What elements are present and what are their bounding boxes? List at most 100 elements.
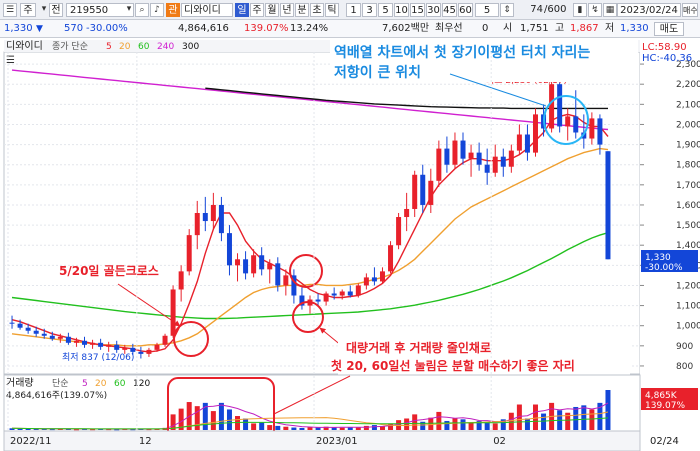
time-axis-labels: 2022/11 12 2023/01 02 bbox=[7, 52, 506, 447]
ma20-line bbox=[11, 147, 609, 347]
period-tab[interactable]: 분 bbox=[295, 3, 309, 17]
annotation-note-2: 첫 20, 60일선 눌림은 분할 매수하기 좋은 자리 bbox=[331, 358, 575, 373]
settings-icon[interactable]: ☰ bbox=[6, 55, 15, 66]
candle-body bbox=[597, 118, 603, 145]
candle-body bbox=[532, 114, 538, 153]
volume-ma60-line bbox=[11, 417, 609, 430]
volume-ma-legend-item: 20 bbox=[95, 379, 107, 389]
volume-bar bbox=[267, 425, 273, 430]
search-icon[interactable]: ⌕ bbox=[135, 3, 149, 17]
candle-body bbox=[122, 347, 128, 350]
volume-bar bbox=[581, 405, 587, 430]
period-tab[interactable]: 틱 bbox=[325, 3, 339, 17]
candle-body bbox=[516, 134, 522, 151]
last-price-value: 1,330 bbox=[645, 253, 671, 263]
bar-chart-icon[interactable]: ▮ bbox=[573, 3, 587, 17]
down-arrow-icon: ▼ bbox=[36, 24, 43, 34]
candle-body bbox=[444, 148, 450, 165]
candle-body bbox=[291, 275, 297, 296]
volume-bar bbox=[259, 422, 265, 430]
resistance-circle bbox=[543, 95, 589, 145]
volume-pct: 139.07% bbox=[244, 23, 289, 34]
volume-bar bbox=[73, 429, 79, 431]
spinner-icon[interactable]: ⇕ bbox=[500, 3, 514, 17]
legend-prefix: 종가 단순 bbox=[52, 41, 88, 52]
candle-body bbox=[468, 152, 474, 159]
interval-tab[interactable]: 45 bbox=[442, 3, 457, 17]
date-field[interactable]: 2023/02/24 bbox=[617, 3, 681, 17]
candle-body bbox=[355, 285, 361, 296]
volume-bar bbox=[436, 411, 442, 430]
candle-body bbox=[428, 180, 434, 205]
volume-bar bbox=[315, 427, 321, 430]
period-tab[interactable]: 주 bbox=[250, 3, 264, 17]
note-backdrop bbox=[338, 338, 630, 376]
interval-tab[interactable]: 30 bbox=[426, 3, 441, 17]
candle-body bbox=[49, 335, 55, 339]
volume-badge-pct: 139.07% bbox=[645, 401, 685, 411]
volume-bar bbox=[283, 426, 289, 430]
buy-button[interactable]: 매수 bbox=[682, 3, 698, 17]
menu-icon[interactable]: ☰ bbox=[3, 3, 17, 17]
chart-type-icon[interactable]: ↯ bbox=[588, 3, 602, 17]
candle-body bbox=[388, 245, 394, 272]
period-tab[interactable]: 초 bbox=[310, 3, 324, 17]
interval-tab[interactable]: 15 bbox=[410, 3, 425, 17]
axis-tick-label: 2,000 bbox=[676, 120, 700, 130]
market-selector[interactable]: 주 bbox=[20, 3, 36, 17]
ma240-line bbox=[11, 69, 609, 131]
interval-tab[interactable]: 10 bbox=[394, 3, 409, 17]
candle-body bbox=[202, 213, 208, 222]
code-dropdown-icon[interactable]: ▾ bbox=[126, 4, 132, 14]
period-tab[interactable]: 년 bbox=[280, 3, 294, 17]
pullback-circle-2 bbox=[292, 301, 324, 333]
watch-badge[interactable]: 관 bbox=[166, 3, 180, 17]
sell-button[interactable]: 매도 bbox=[654, 22, 684, 36]
stock-name-field[interactable]: 디와이디 bbox=[181, 3, 233, 17]
candle-body bbox=[573, 116, 579, 133]
interval-input[interactable]: 5 bbox=[475, 3, 499, 17]
period-tab[interactable]: 월 bbox=[265, 3, 279, 17]
preferred-value: 0 bbox=[482, 23, 489, 34]
candle-body bbox=[557, 84, 563, 127]
candle-body bbox=[178, 271, 184, 290]
candle-body bbox=[226, 233, 232, 266]
axis-tick-label: 2,300 bbox=[676, 60, 700, 70]
volume-bar bbox=[114, 429, 120, 431]
volume-bar bbox=[516, 404, 522, 430]
sound-icon[interactable]: ♪ bbox=[150, 3, 164, 17]
candle-body bbox=[73, 340, 79, 343]
volume-bar bbox=[532, 404, 538, 430]
jeon-toggle[interactable]: 전 bbox=[49, 3, 63, 17]
volume-ma-legend-item: 5 bbox=[82, 379, 88, 389]
stock-code-input[interactable]: 219550 bbox=[66, 3, 134, 17]
interval-tab[interactable]: 1 bbox=[346, 3, 361, 17]
candle-body bbox=[138, 351, 144, 354]
stock-chart[interactable]: 2,300 2,200 2,100 2,000 1,900 1,800 1,700 1,600… bbox=[0, 38, 700, 451]
volume-bar bbox=[251, 423, 257, 430]
candle-body bbox=[605, 151, 611, 260]
dropdown-icon[interactable]: ▾ bbox=[41, 4, 47, 14]
candle-body bbox=[210, 204, 216, 222]
volume-bar bbox=[243, 418, 249, 430]
volume-bar bbox=[444, 420, 450, 430]
interval-tab[interactable]: 5 bbox=[378, 3, 393, 17]
volume-bar bbox=[404, 418, 410, 430]
interval-tab[interactable]: 3 bbox=[362, 3, 377, 17]
price-axis-ticks: 2,300 2,200 2,100 2,000 1,900 1,800 1,700 1,600… bbox=[640, 60, 700, 372]
price-axis bbox=[640, 38, 700, 451]
candle-body bbox=[106, 344, 112, 347]
volume-bar bbox=[41, 428, 47, 430]
calendar-icon[interactable]: ▦ bbox=[603, 3, 617, 17]
panel-stock-name: 디와이디 bbox=[6, 40, 43, 52]
time-axis-label: 02 bbox=[493, 436, 506, 447]
ma-legend-item: 60 bbox=[138, 42, 150, 52]
candle-body bbox=[371, 277, 377, 282]
candle-body bbox=[235, 259, 241, 266]
candle-body bbox=[114, 344, 120, 350]
candle-body bbox=[186, 235, 192, 272]
period-tab[interactable]: 일 bbox=[235, 3, 249, 17]
volume-bar bbox=[605, 390, 611, 430]
volume-bar bbox=[307, 427, 313, 430]
interval-tab[interactable]: 60 bbox=[458, 3, 473, 17]
